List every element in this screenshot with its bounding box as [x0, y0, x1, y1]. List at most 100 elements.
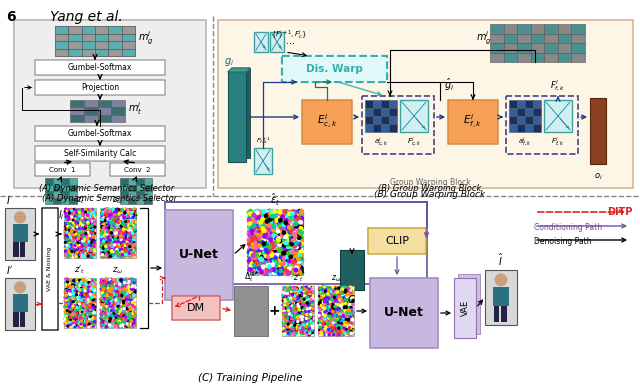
- Point: [71, 211, 81, 217]
- Point: [303, 300, 314, 306]
- Point: [256, 261, 266, 267]
- Point: [323, 291, 333, 297]
- Point: [84, 213, 94, 219]
- Point: [294, 225, 304, 231]
- FancyBboxPatch shape: [368, 228, 426, 254]
- Point: [292, 241, 302, 247]
- Point: [89, 212, 99, 218]
- Point: [104, 296, 114, 302]
- Point: [249, 262, 259, 268]
- Point: [106, 276, 116, 283]
- Point: [125, 208, 135, 214]
- Point: [62, 299, 72, 305]
- Point: [264, 269, 274, 275]
- Point: [323, 308, 333, 314]
- Point: [129, 301, 140, 307]
- Point: [326, 301, 336, 308]
- Point: [254, 264, 264, 270]
- Point: [60, 235, 70, 242]
- Point: [90, 286, 100, 293]
- Bar: [69, 185, 77, 191]
- Point: [69, 320, 79, 326]
- Point: [78, 308, 88, 314]
- Point: [86, 239, 96, 245]
- Point: [120, 253, 130, 259]
- Point: [103, 282, 113, 288]
- Point: [65, 207, 76, 213]
- Point: [250, 239, 260, 245]
- Point: [70, 314, 81, 320]
- Point: [122, 297, 132, 303]
- Point: [269, 238, 280, 244]
- Point: [333, 310, 344, 316]
- Point: [257, 256, 268, 262]
- FancyBboxPatch shape: [42, 208, 58, 330]
- Point: [86, 311, 97, 317]
- Point: [296, 219, 306, 225]
- Point: [74, 233, 84, 239]
- Point: [83, 220, 93, 226]
- Point: [280, 257, 291, 264]
- Point: [306, 289, 316, 295]
- Point: [84, 279, 95, 285]
- Bar: [531, 43, 544, 52]
- Point: [248, 235, 258, 241]
- Point: [319, 328, 330, 335]
- Point: [75, 237, 85, 243]
- Point: [70, 242, 81, 248]
- Point: [293, 230, 303, 236]
- Point: [287, 314, 298, 320]
- Point: [72, 315, 83, 321]
- Point: [120, 236, 130, 242]
- Point: [282, 252, 292, 258]
- Point: [296, 249, 306, 255]
- Point: [284, 267, 294, 274]
- Point: [283, 330, 293, 336]
- Point: [295, 317, 305, 323]
- Point: [69, 286, 79, 292]
- Point: [261, 269, 271, 276]
- Point: [278, 259, 289, 265]
- Point: [113, 211, 123, 217]
- Point: [294, 237, 304, 243]
- Point: [87, 211, 97, 217]
- Point: [303, 302, 314, 308]
- Point: [85, 306, 95, 313]
- Point: [337, 323, 348, 329]
- Point: [335, 297, 345, 303]
- Point: [86, 217, 97, 223]
- Point: [72, 306, 83, 313]
- Point: [60, 303, 70, 310]
- Point: [306, 316, 316, 322]
- Point: [264, 248, 275, 254]
- Point: [280, 307, 290, 313]
- Point: [88, 233, 98, 239]
- Point: [291, 295, 301, 301]
- Point: [118, 289, 128, 295]
- Point: [123, 229, 133, 235]
- Point: [80, 281, 90, 287]
- Point: [303, 306, 314, 312]
- Point: [335, 332, 345, 338]
- Point: [279, 303, 289, 310]
- Point: [99, 243, 109, 249]
- Point: [296, 317, 306, 323]
- Point: [321, 316, 332, 322]
- Point: [307, 296, 317, 302]
- Point: [125, 215, 135, 222]
- Point: [280, 302, 290, 308]
- Point: [294, 265, 304, 271]
- Point: [287, 247, 298, 253]
- Point: [97, 299, 108, 305]
- Point: [124, 304, 134, 310]
- Point: [259, 247, 269, 254]
- Point: [280, 227, 290, 233]
- Point: [342, 302, 353, 308]
- Point: [273, 251, 283, 257]
- Point: [276, 217, 287, 223]
- Point: [113, 241, 123, 247]
- Point: [81, 206, 92, 212]
- Point: [252, 251, 262, 257]
- Point: [122, 207, 132, 213]
- Point: [326, 319, 336, 325]
